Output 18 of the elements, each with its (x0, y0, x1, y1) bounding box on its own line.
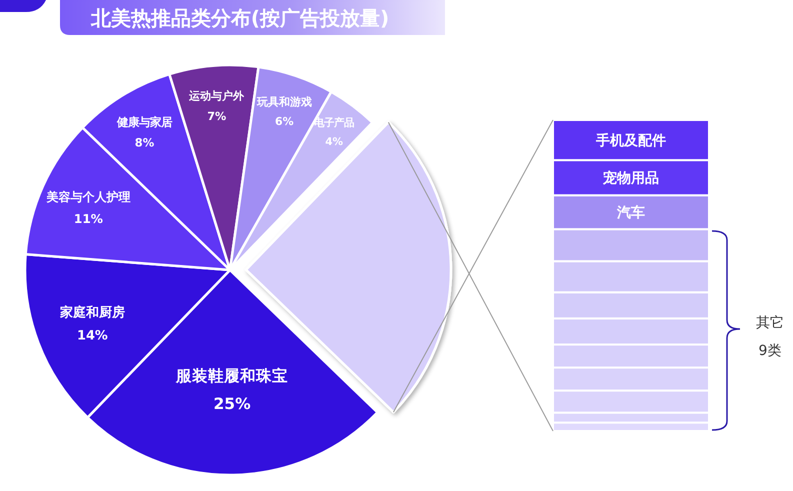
series-label: 手机及配件 (595, 132, 666, 150)
slice-label: 运动与户外 (188, 90, 246, 103)
data-label: 4% (325, 136, 344, 148)
slice-label: 健康与家居 (116, 114, 172, 129)
slice-label: 家庭和厨房 (58, 304, 125, 320)
slice-label: 服装鞋履和珠宝 (175, 366, 288, 385)
data-label: 6% (275, 115, 294, 128)
data-label: 8% (134, 135, 155, 150)
data-label: 25% (214, 394, 252, 413)
series-label: 宠物用品 (602, 170, 659, 187)
series-label: 汽车 (616, 204, 645, 222)
slice-label: 玩具和游戏 (256, 96, 312, 109)
data-label: 14% (77, 328, 108, 344)
data-label: 11% (74, 212, 103, 226)
slice-label: 美容与个人护理 (45, 190, 130, 204)
chart-title: 北美热推品类分布(按广告投放量) (90, 6, 390, 30)
data-label: 7% (207, 110, 226, 123)
text: 其它 9类 (756, 315, 784, 359)
